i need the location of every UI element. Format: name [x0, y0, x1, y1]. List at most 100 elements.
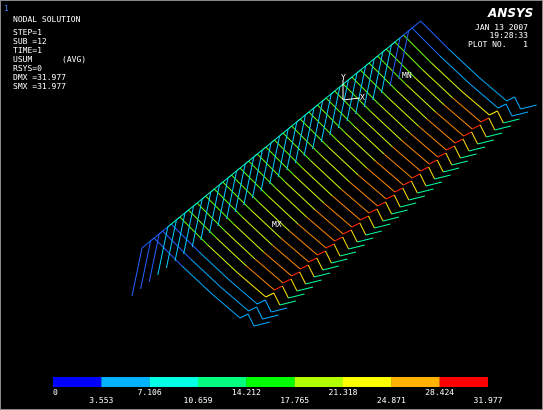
mesh-edge: [417, 188, 434, 194]
mesh-edge: [408, 195, 425, 201]
legend-swatch: [439, 377, 488, 387]
mesh-edge: [282, 132, 312, 162]
mesh-edge: [350, 229, 358, 243]
mesh-edge: [506, 96, 515, 102]
mesh-edge: [514, 96, 522, 110]
mesh-edge: [288, 293, 305, 299]
mesh-edge: [357, 174, 387, 200]
mesh-edge: [392, 146, 421, 172]
mesh-edge: [411, 173, 421, 179]
mesh-edge: [385, 194, 395, 200]
mesh-edge: [398, 30, 410, 80]
mesh-edge: [462, 138, 470, 152]
mesh-edge: [420, 20, 449, 50]
mesh-edge: [153, 237, 183, 267]
legend-label: 3.553: [89, 396, 113, 405]
title: NODAL SOLUTION: [13, 15, 81, 24]
mesh-edge: [205, 195, 234, 225]
mesh-edge: [256, 299, 266, 305]
mesh-edge: [162, 230, 191, 260]
mesh-edge: [446, 145, 455, 151]
mesh-edge: [461, 90, 490, 116]
mesh-edge: [329, 86, 341, 136]
legend-swatch: [294, 377, 343, 387]
mesh-edge: [234, 163, 246, 213]
mesh-edge: [410, 180, 418, 194]
mesh-edge: [377, 201, 386, 207]
mesh-edge: [409, 132, 439, 158]
mesh-edge: [391, 209, 408, 215]
mesh-edge: [396, 90, 428, 120]
triad-x-label: X: [360, 93, 365, 102]
mesh-edge: [299, 264, 309, 270]
mesh-edge: [299, 118, 329, 148]
color-legend: 0 3.553 7.106 10.659 14.212 17.765 21.318 24.87…: [53, 377, 503, 405]
mesh-edge: [148, 233, 160, 283]
mesh-edge: [174, 212, 186, 262]
avg-label: (AVG): [62, 55, 86, 64]
mesh-edge: [385, 48, 415, 78]
mesh-edge: [452, 97, 482, 123]
mesh-edge: [319, 153, 350, 183]
mesh-edge: [353, 125, 385, 155]
mesh-edge: [340, 188, 370, 214]
header-line: TIME=1: [13, 46, 42, 55]
mesh-edge: [277, 128, 289, 178]
mesh-edge: [389, 37, 401, 87]
legend-swatch: [246, 377, 295, 387]
wireframe: [131, 20, 537, 327]
mesh-edge: [346, 72, 358, 122]
mesh-edge: [403, 180, 412, 186]
mesh-edge: [183, 205, 195, 255]
mesh-edge: [331, 258, 348, 264]
mesh-edge: [196, 202, 226, 232]
mesh-edge: [259, 202, 290, 232]
mesh-edge: [351, 222, 361, 228]
mesh-edge: [394, 41, 424, 71]
legend-label: 10.659: [184, 396, 213, 405]
plot-label: PLOT NO.: [468, 40, 507, 49]
legend-label: 31.977: [474, 396, 503, 405]
mesh-edge: [216, 237, 247, 267]
mesh-edge: [188, 209, 217, 239]
mesh-edge: [376, 208, 384, 222]
mesh-edge: [314, 209, 344, 235]
mesh-edge: [494, 125, 511, 131]
header-line: SMX =31.977: [13, 82, 66, 91]
mesh-edge: [224, 230, 256, 260]
mesh-edge: [448, 48, 479, 78]
mesh-edge: [454, 138, 464, 144]
mesh-edge: [345, 132, 376, 162]
date: JAN 13 2007: [475, 23, 528, 32]
mesh-edge: [271, 307, 288, 313]
legend-swatch: [391, 377, 440, 387]
mesh-edge: [368, 208, 378, 214]
mesh-edge: [165, 219, 177, 269]
mesh-edge: [233, 223, 264, 253]
mesh-edge: [408, 20, 421, 32]
mesh-edge: [439, 55, 471, 85]
mesh-edge: [372, 51, 384, 101]
mesh-edge: [357, 237, 374, 243]
mesh-edge: [360, 215, 369, 221]
legend-swatch: [101, 377, 150, 387]
mesh-edge: [290, 278, 298, 292]
mesh-edge: [281, 285, 289, 299]
mesh-edge: [269, 135, 281, 185]
legend-swatch: [53, 377, 102, 387]
mesh-edge: [256, 153, 286, 183]
mesh-edge: [385, 201, 393, 215]
header-line: SUB =12: [13, 37, 47, 46]
mesh-edge: [375, 160, 404, 186]
mesh-edge: [379, 104, 411, 134]
mesh-edge: [282, 278, 292, 284]
mesh-edge: [190, 258, 221, 288]
mesh-edge: [289, 230, 318, 256]
mesh-edge: [400, 202, 417, 208]
mesh-edge: [511, 111, 529, 117]
mesh-edge: [478, 76, 507, 102]
mesh-edge: [460, 153, 477, 159]
mesh-edge: [451, 160, 468, 166]
mesh-edge: [374, 223, 391, 229]
